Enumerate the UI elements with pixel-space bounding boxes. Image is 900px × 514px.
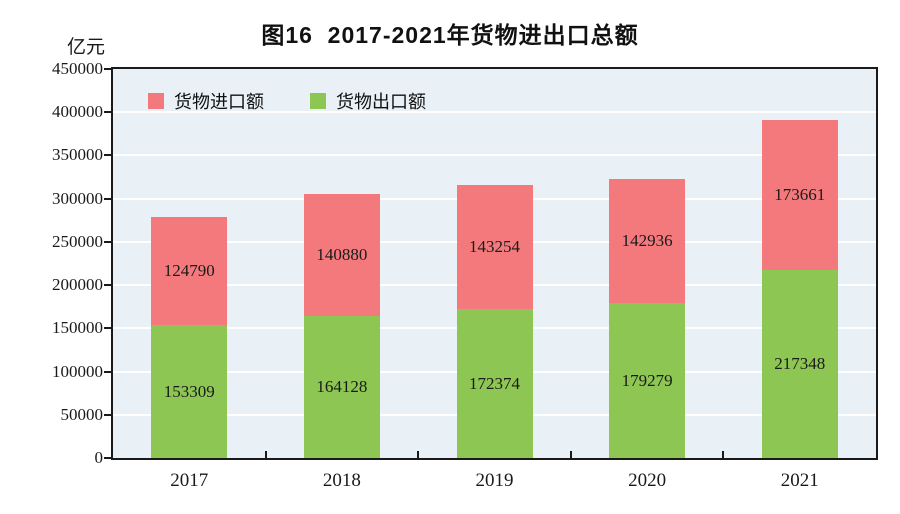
bar-segment-import-2018: 140880: [303, 194, 380, 316]
y-axis-tick-mark: [104, 457, 111, 459]
y-axis-tick-mark: [104, 68, 111, 70]
y-axis-tick-mark: [104, 370, 111, 373]
y-axis-tick-label: 200000: [52, 275, 103, 295]
bar-segment-export-2017: 153309: [151, 325, 228, 458]
legend-item-export: 货物出口额: [310, 88, 426, 114]
bar-value-label: 124790: [163, 261, 215, 280]
y-axis-tick-mark: [104, 284, 111, 287]
bar-value-label: 164128: [316, 377, 368, 396]
x-axis-label-2019: 2019: [475, 470, 514, 491]
bar-segment-import-2017: 124790: [151, 217, 228, 325]
bar-segment-import-2021: 173661: [761, 120, 838, 270]
y-axis-tick-label: 50000: [60, 404, 104, 424]
y-axis-tick-mark: [104, 327, 111, 330]
bar-value-label: 153309: [163, 381, 215, 401]
y-axis-tick-mark: [104, 413, 111, 416]
bar-segment-export-2021: 217348: [761, 270, 838, 458]
bar-segment-export-2018: 164128: [303, 316, 380, 458]
bar-value-label: 173661: [774, 185, 826, 204]
y-axis-tick-label: 450000: [52, 59, 103, 78]
bar-value-label: 143254: [469, 237, 520, 256]
plot-area: 153309 124790 164128 140880 172374 143254 1792…: [111, 67, 878, 460]
bar-segment-import-2019: 143254: [456, 185, 533, 309]
y-axis-tick-label: 0: [94, 448, 104, 467]
y-axis-tick-label: 100000: [52, 361, 103, 381]
x-axis-tick-mark: [417, 451, 420, 458]
bar-value-label: 140880: [316, 245, 368, 264]
bar-value-label: 172374: [469, 373, 520, 393]
x-axis-label-2017: 2017: [170, 470, 209, 491]
gridline: [113, 111, 876, 114]
bar-segment-export-2020: 179279: [609, 303, 686, 458]
y-axis-tick-mark: [104, 154, 111, 157]
legend-swatch-export: [310, 93, 326, 109]
y-axis-unit-label: 亿元: [66, 37, 105, 58]
x-axis-label-2020: 2020: [628, 470, 667, 491]
legend-label-export: 货物出口额: [336, 92, 426, 112]
bar-segment-import-2020: 142936: [609, 179, 686, 303]
chart-title: 图16 2017-2021年货物进出口总额: [261, 22, 639, 48]
bar-value-label: 179279: [621, 370, 673, 390]
x-axis-tick-mark: [569, 451, 572, 458]
x-axis-tick-mark: [264, 451, 267, 458]
x-axis-tick-mark: [722, 451, 725, 458]
y-axis-tick-mark: [104, 111, 111, 114]
legend-label-import: 货物进口额: [174, 92, 264, 112]
y-axis-tick-mark: [104, 240, 111, 243]
y-axis-tick-label: 350000: [52, 145, 103, 165]
x-axis-label-2018: 2018: [322, 470, 361, 491]
legend-item-import: 货物进口额: [148, 88, 264, 114]
bar-value-label: 217348: [774, 354, 826, 373]
x-axis-label-2021: 2021: [780, 470, 819, 491]
y-axis-tick-mark: [104, 197, 111, 200]
y-axis-tick-label: 150000: [52, 318, 103, 338]
legend-swatch-import: [148, 93, 164, 109]
y-axis-tick-label: 300000: [52, 188, 103, 208]
bar-segment-export-2019: 172374: [456, 309, 533, 458]
y-axis-tick-label: 250000: [52, 231, 103, 251]
bar-value-label: 142936: [621, 231, 673, 250]
gridline: [113, 154, 876, 157]
legend: 货物进口额 货物出口额: [148, 88, 426, 114]
y-axis-tick-label: 400000: [52, 102, 103, 122]
